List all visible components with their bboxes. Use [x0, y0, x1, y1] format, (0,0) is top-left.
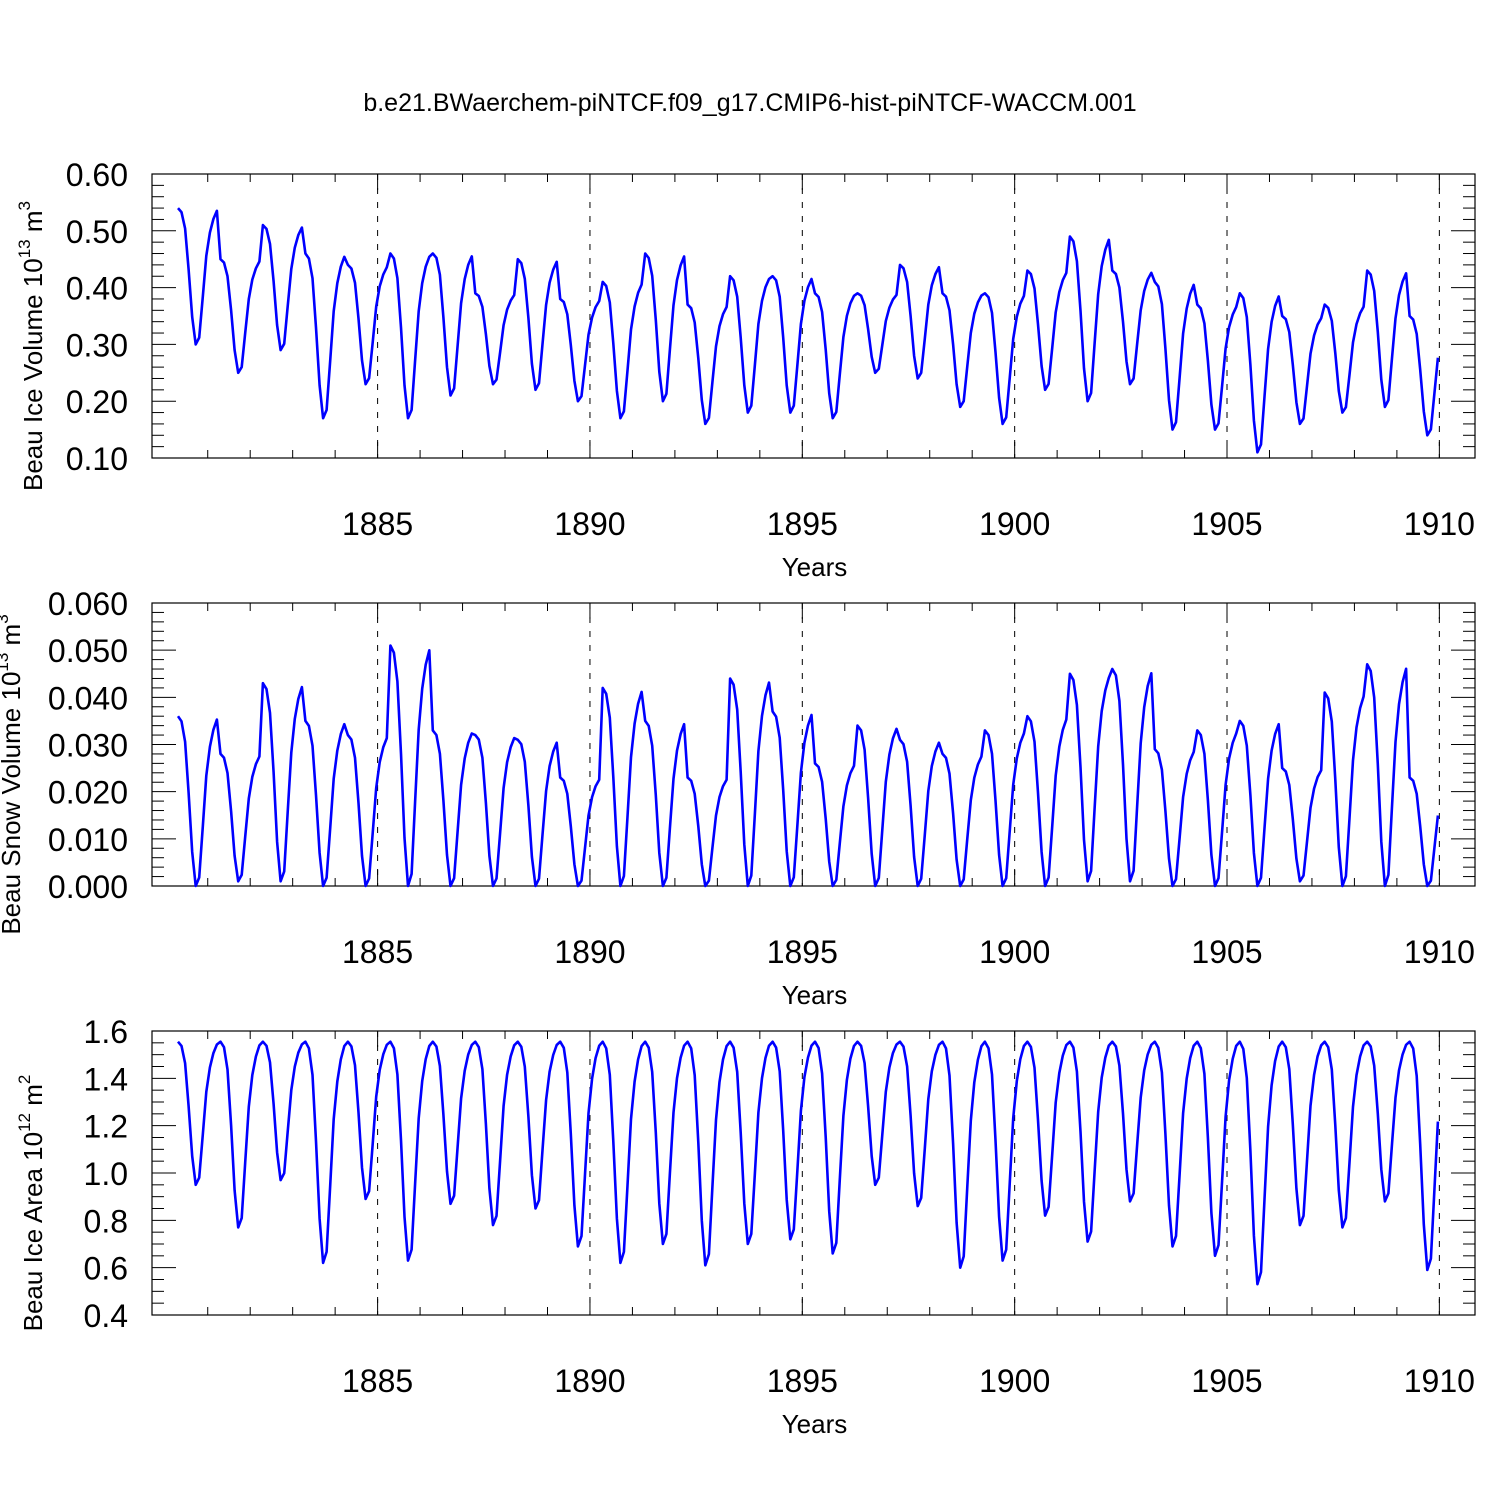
y-axis-title-superscript: 13 [15, 239, 34, 258]
y-axis-title-text: Beau Ice Area 10 [18, 1132, 48, 1331]
y-axis-title-superscript: 2 [15, 1075, 34, 1084]
series-line [177, 1040, 1440, 1286]
y-tick-label: 0.40 [66, 271, 128, 307]
x-tick-label: 1890 [554, 934, 625, 970]
y-axis-title-superscript: 13 [0, 653, 12, 672]
y-tick-label: 0.050 [48, 633, 128, 669]
series-line [177, 207, 1440, 454]
x-tick-label: 1895 [767, 1363, 838, 1399]
y-tick-label: 0.4 [84, 1298, 128, 1334]
y-tick-label: 0.040 [48, 680, 128, 716]
y-tick-label: 0.60 [66, 157, 128, 193]
x-axis-title: Years [782, 980, 848, 1010]
x-tick-label: 1900 [979, 934, 1050, 970]
y-axis-title-superscript: 3 [0, 614, 12, 623]
chart-ice-area: 1885 1890 1895 1900 1905 1910 0.4 0.6 0.8 1.0 1.2 1… [15, 1014, 1476, 1439]
y-tick-label: 0.50 [66, 214, 128, 250]
y-axis-title-text: m [0, 624, 26, 653]
y-axis-title-superscript: 12 [15, 1113, 34, 1132]
x-tick-label: 1910 [1404, 934, 1475, 970]
x-tick-label: 1905 [1191, 1363, 1262, 1399]
x-tick-label: 1895 [767, 506, 838, 542]
y-tick-label: 1.6 [84, 1014, 128, 1050]
y-axis-title-text: Beau Ice Volume 10 [18, 258, 48, 491]
x-tick-label: 1885 [342, 1363, 413, 1399]
x-axis-title: Years [782, 1409, 848, 1439]
y-tick-label: 0.020 [48, 775, 128, 811]
y-axis-title-text: Beau Snow Volume 10 [0, 672, 26, 935]
series-line [176, 644, 1440, 888]
plot-frame [151, 1030, 1476, 1316]
y-tick-label: 0.30 [66, 327, 128, 363]
chart-snow-volume: 1885 1890 1895 1900 1905 1910 0.000 0.010 0.020 0… [0, 586, 1476, 1010]
x-tick-label: 1890 [554, 1363, 625, 1399]
x-tick-label: 1910 [1404, 1363, 1475, 1399]
x-tick-label: 1900 [979, 506, 1050, 542]
x-tick-label: 1905 [1191, 934, 1262, 970]
x-tick-label: 1885 [342, 506, 413, 542]
y-tick-label: 0.030 [48, 728, 128, 764]
y-axis-title-text: m [18, 210, 48, 239]
y-tick-label: 1.4 [84, 1061, 128, 1097]
y-axis-title-superscript: 3 [15, 201, 34, 210]
x-tick-label: 1890 [554, 506, 625, 542]
x-tick-label: 1895 [767, 934, 838, 970]
y-tick-label: 0.000 [48, 869, 128, 905]
y-axis-title: Beau Ice Volume 1013 m3 [15, 201, 48, 491]
y-tick-label: 1.0 [84, 1156, 128, 1192]
y-axis-title-text: m [18, 1084, 48, 1113]
panels: 1885 1890 1895 1900 1905 19100.100.200.300.40… [0, 157, 1476, 1439]
y-tick-label: 1.2 [84, 1109, 128, 1145]
y-tick-label: 0.010 [48, 822, 128, 858]
x-tick-label: 1905 [1191, 506, 1262, 542]
y-tick-label: 0.20 [66, 384, 128, 420]
y-axis-title: Beau Snow Volume 1013 m3 [0, 614, 26, 934]
x-tick-label: 1910 [1404, 506, 1475, 542]
x-axis-title: Years [782, 552, 848, 582]
y-tick-label: 0.10 [66, 441, 128, 477]
x-tick-label: 1885 [342, 934, 413, 970]
x-tick-label: 1900 [979, 1363, 1050, 1399]
y-tick-label: 0.6 [84, 1251, 128, 1287]
plot-frame [151, 173, 1476, 459]
y-axis-title: Beau Ice Area 1012 m2 [15, 1075, 48, 1332]
chart-ice-volume: 1885 1890 1895 1900 1905 1910 0.10 0.20 0.30 0.40… [15, 157, 1476, 582]
page-title: b.e21.BWaerchem-piNTCF.f09_g17.CMIP6-his… [363, 89, 1136, 117]
y-tick-label: 0.060 [48, 586, 128, 622]
y-tick-label: 0.8 [84, 1203, 128, 1239]
